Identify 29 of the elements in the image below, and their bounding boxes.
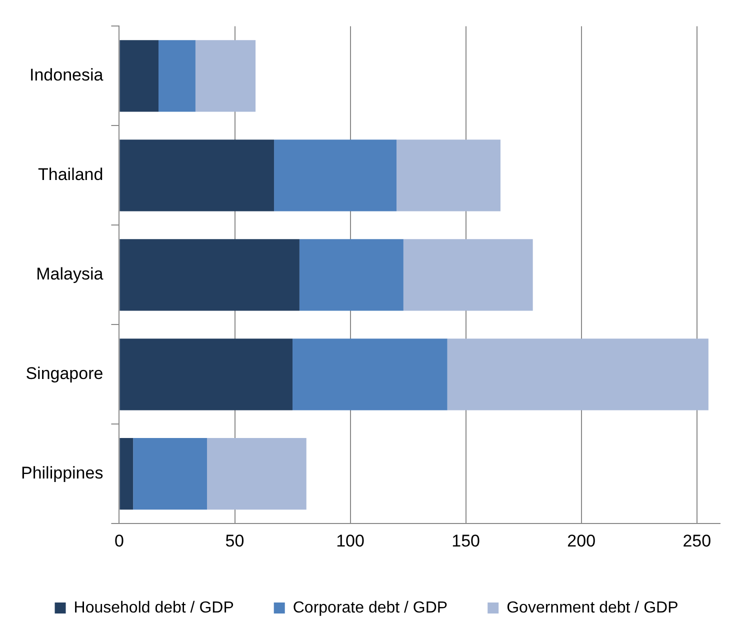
y-tick-label: Philippines xyxy=(20,464,104,483)
bar xyxy=(403,239,533,311)
x-tick-label: 0 xyxy=(114,531,124,550)
y-tick-label: Thailand xyxy=(38,165,104,184)
x-tick-label: 250 xyxy=(682,531,712,550)
bar xyxy=(447,338,708,410)
bar xyxy=(299,239,404,311)
y-tick-label: Indonesia xyxy=(29,66,104,85)
bar xyxy=(274,140,397,212)
bar xyxy=(120,40,158,112)
bar xyxy=(396,140,500,212)
bar xyxy=(133,438,208,510)
legend-label: Corporate debt / GDP xyxy=(292,599,448,616)
bar xyxy=(195,40,256,112)
x-tick-label: 100 xyxy=(336,531,364,550)
bar xyxy=(120,239,300,311)
x-tick-label: 150 xyxy=(452,531,480,550)
x-tick-label: 50 xyxy=(225,531,244,550)
y-tick-label: Malaysia xyxy=(36,264,104,284)
bar xyxy=(120,140,274,212)
legend-label: Government debt / GDP xyxy=(506,599,678,616)
legend-label: Household debt / GDP xyxy=(74,599,234,616)
bar xyxy=(158,40,196,112)
bar xyxy=(292,338,448,410)
bar xyxy=(120,438,134,510)
y-tick-label: Singapore xyxy=(26,364,104,384)
x-tick-label: 200 xyxy=(567,531,596,550)
bar xyxy=(207,438,306,510)
bar xyxy=(120,338,293,410)
